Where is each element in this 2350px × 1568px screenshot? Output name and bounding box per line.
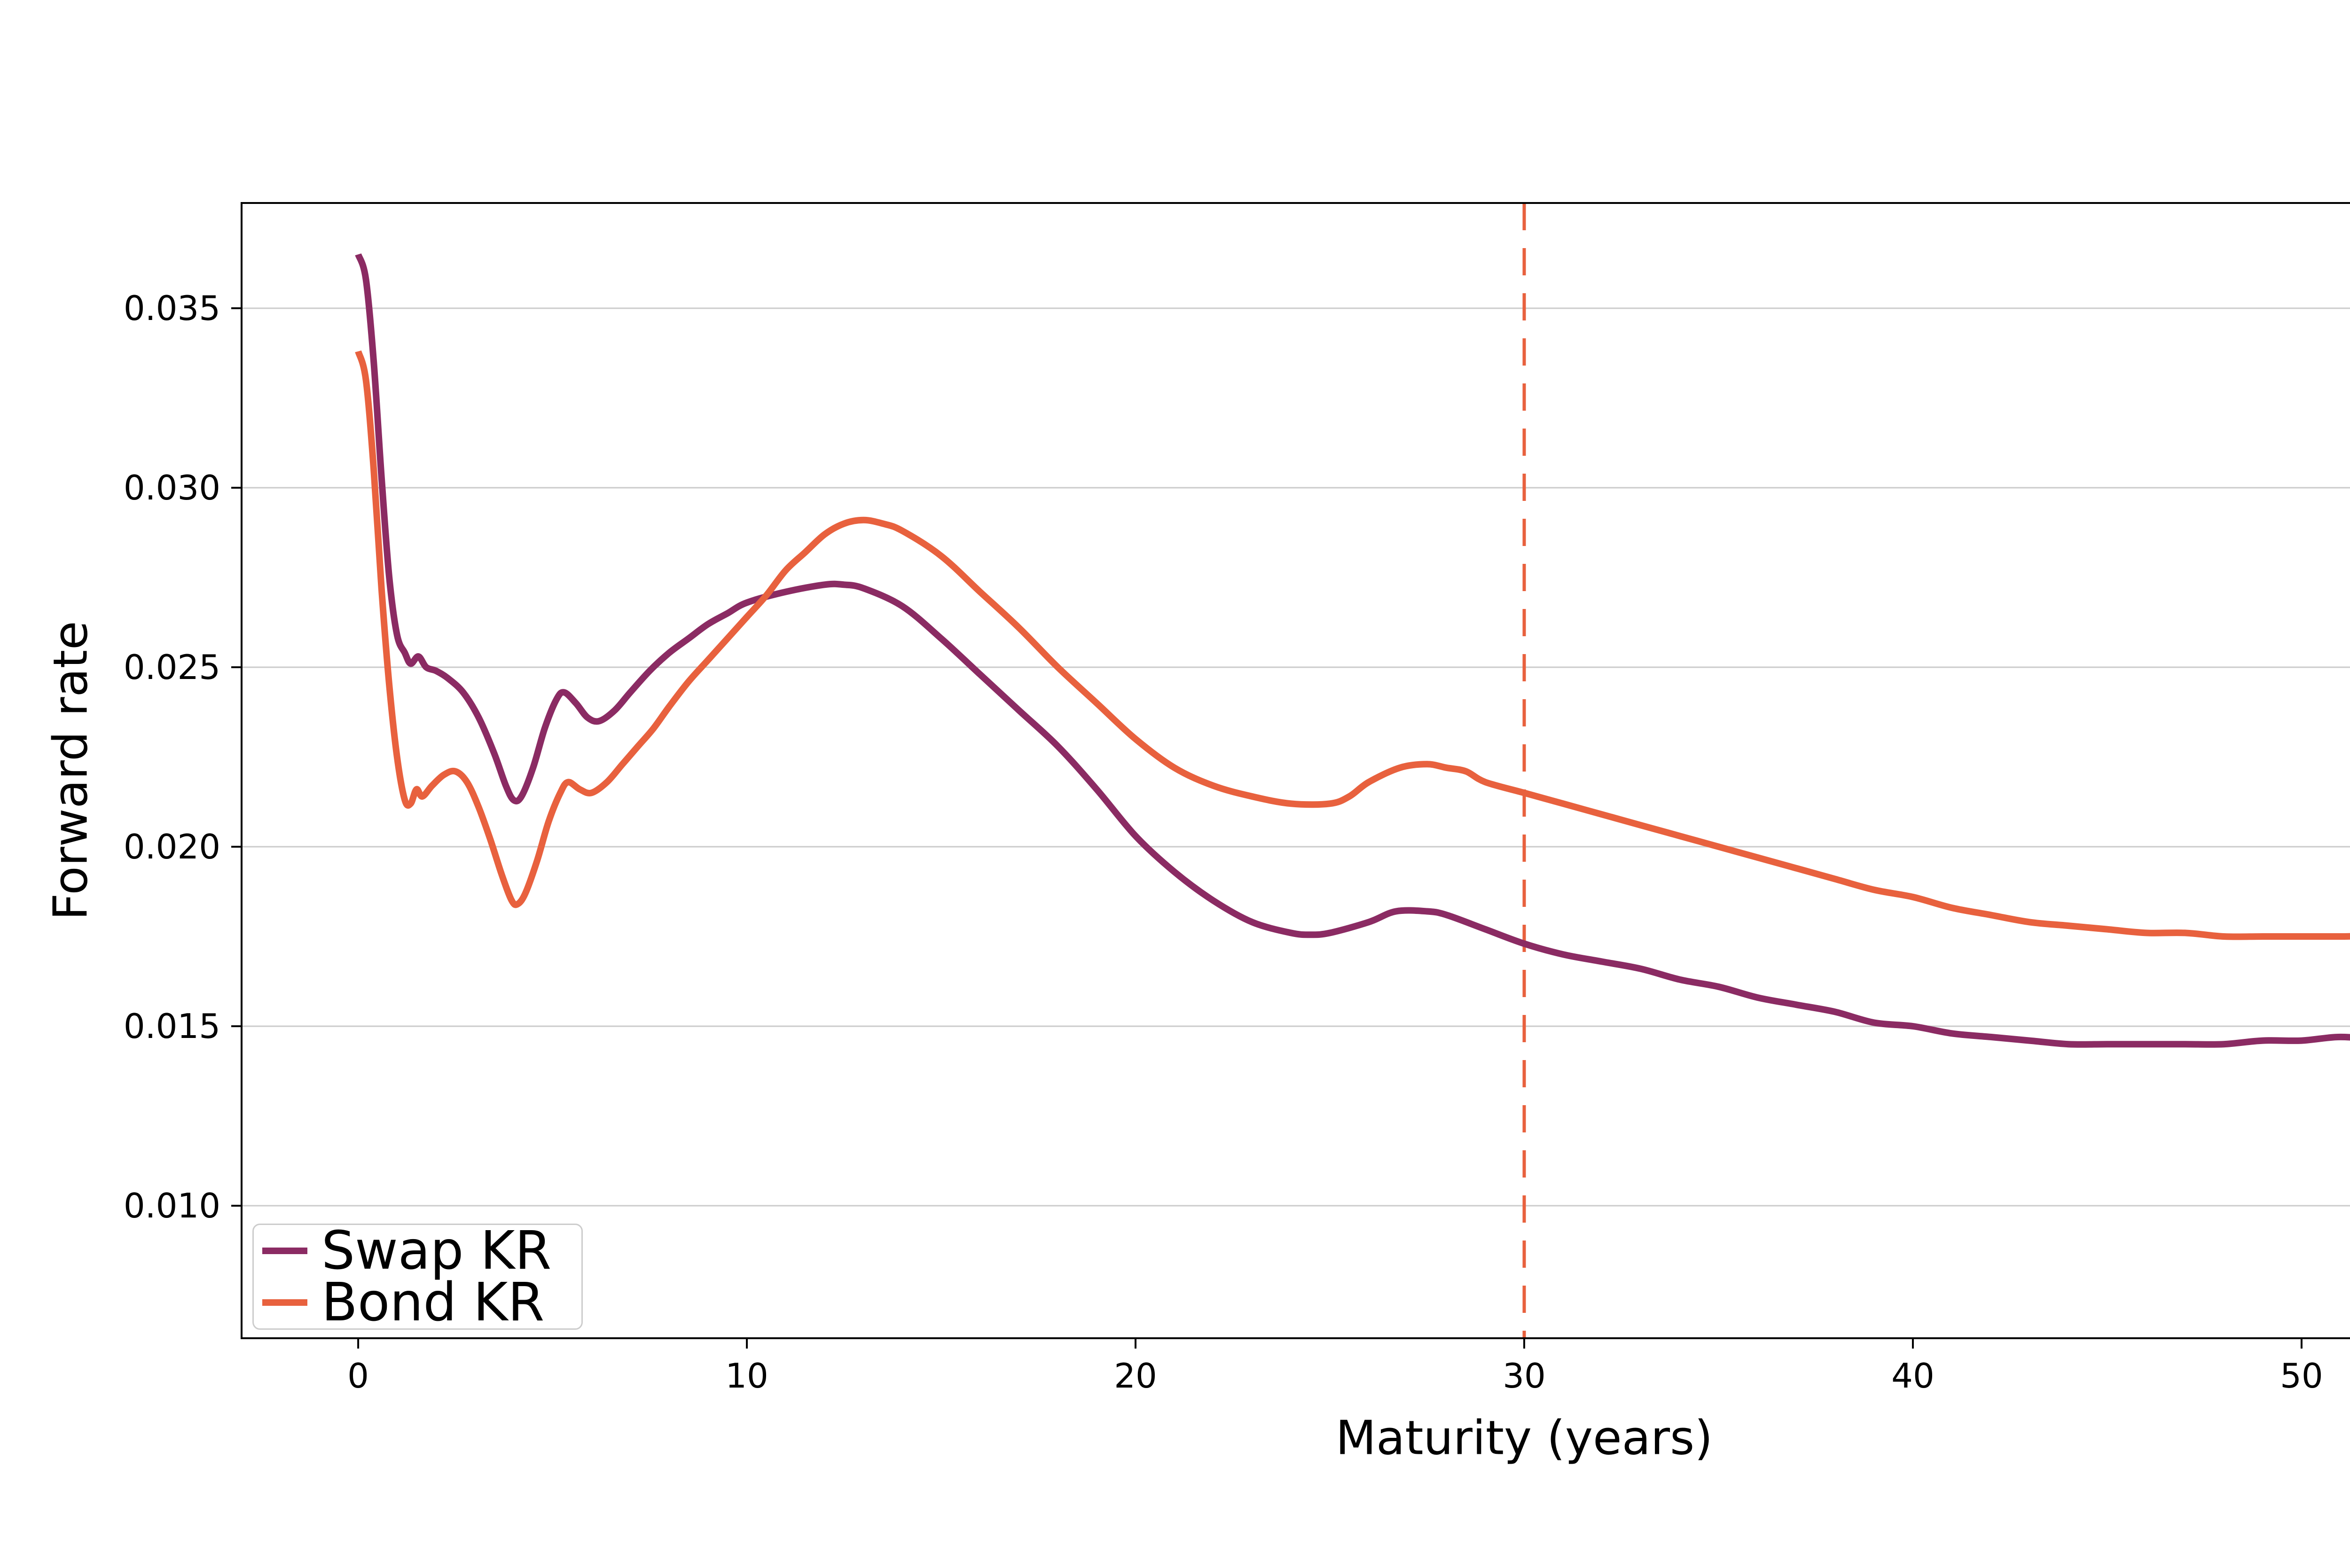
plot-spines <box>241 202 2350 1339</box>
y-axis-label: Forward rate <box>43 621 98 921</box>
y-tick-label-0.010: 0.010 <box>124 1186 220 1225</box>
x-tick-label-40: 40 <box>1891 1356 1935 1396</box>
legend-label-swap-kr: Swap KR <box>321 1220 552 1281</box>
x-tick-label-50: 50 <box>2280 1356 2323 1396</box>
y-tick-label-0.035: 0.035 <box>124 289 220 328</box>
y-tick-label-0.030: 0.030 <box>124 468 220 507</box>
y-tick-label-0.020: 0.020 <box>124 827 220 866</box>
legend: Swap KR Bond KR <box>252 1224 583 1330</box>
y-tick-label-0.015: 0.015 <box>124 1006 220 1046</box>
x-tick-label-30: 30 <box>1503 1356 1546 1396</box>
legend-label-bond-kr: Bond KR <box>321 1272 545 1333</box>
swap-kr-line-sample <box>262 1248 307 1254</box>
swap-kr-line <box>355 253 2350 1048</box>
x-tick-label-20: 20 <box>1114 1356 1157 1396</box>
legend-item-bond-kr: Bond KR <box>262 1272 581 1333</box>
x-tick-label-10: 10 <box>725 1356 768 1396</box>
bond-kr-line-sample <box>262 1299 307 1306</box>
x-axis-label: Maturity (years) <box>1335 1410 1713 1466</box>
x-tick-label-0: 0 <box>347 1356 369 1396</box>
legend-item-swap-kr: Swap KR <box>262 1220 581 1281</box>
y-tick-label-0.025: 0.025 <box>124 647 220 687</box>
bond-kr-line <box>355 350 2350 940</box>
